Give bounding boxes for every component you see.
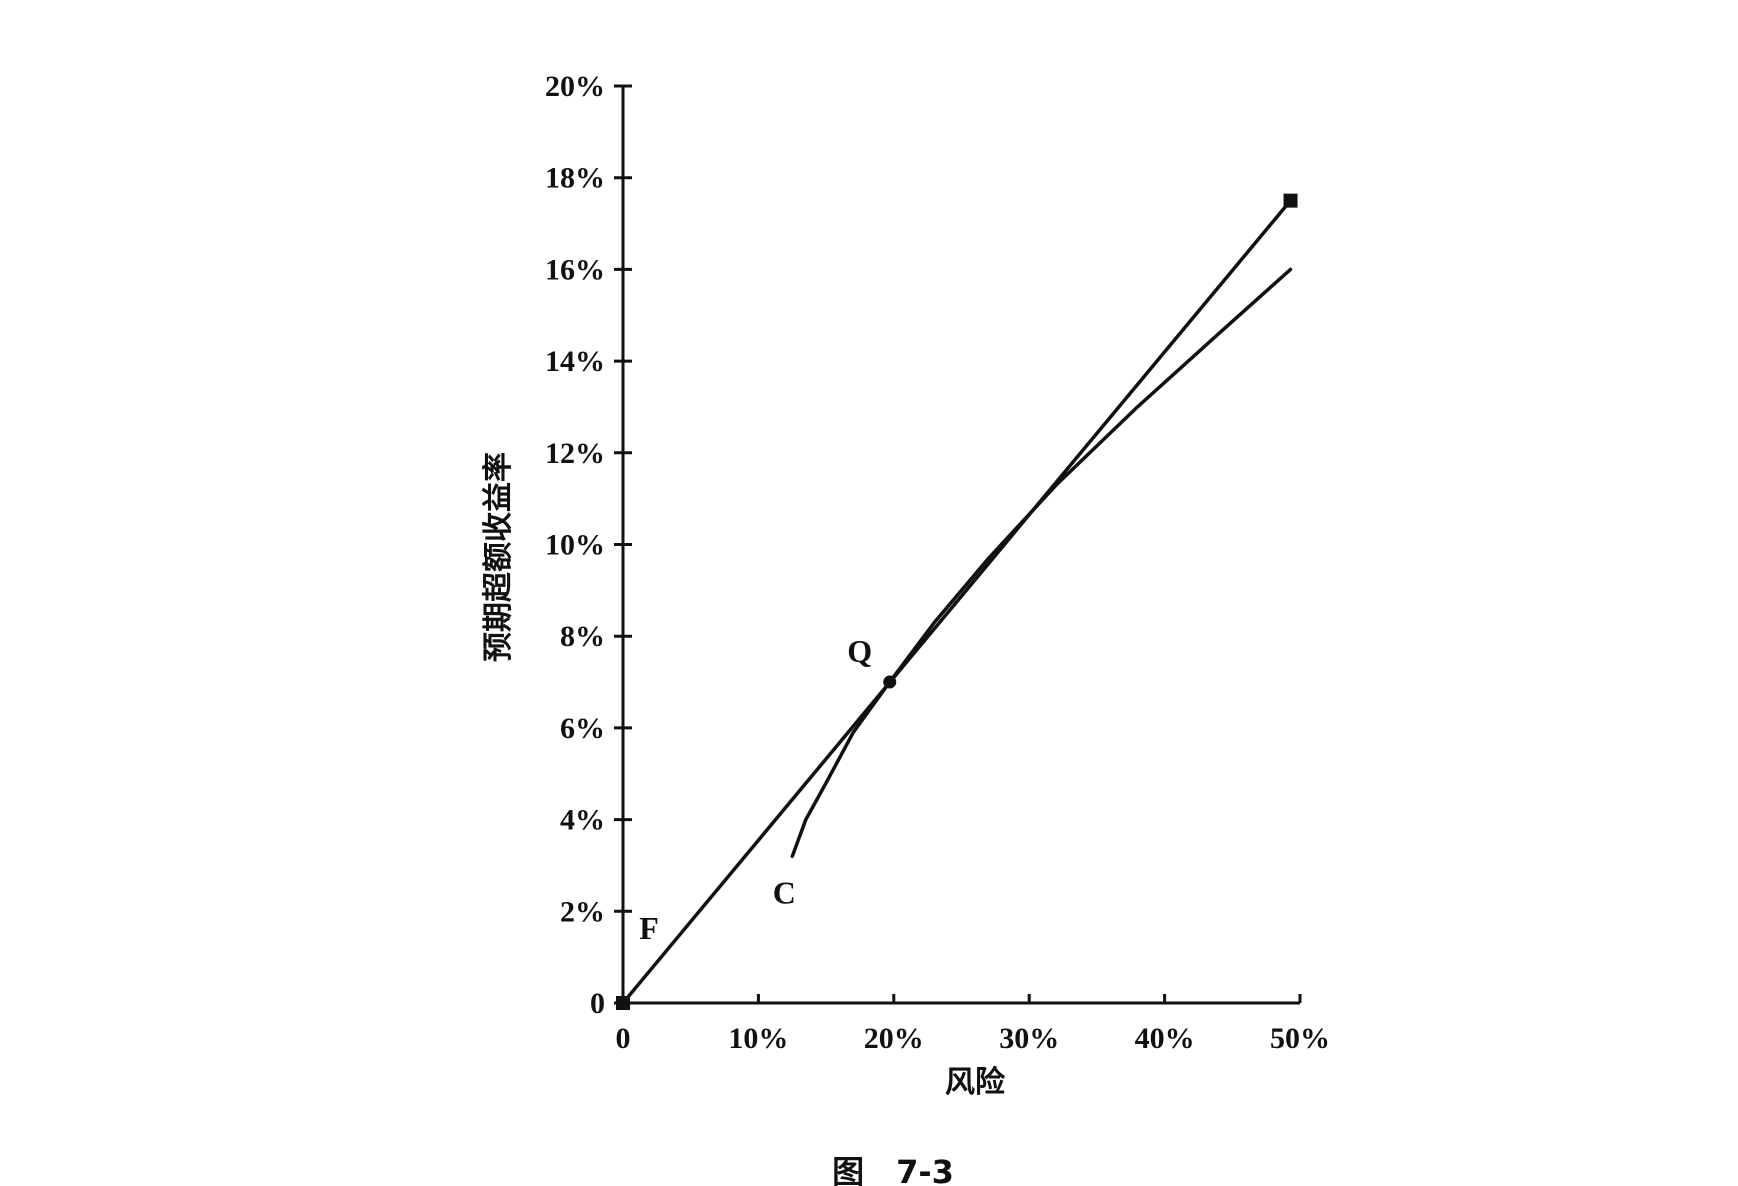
point-label-q: Q <box>847 633 872 669</box>
y-tick-label: 0 <box>590 987 605 1020</box>
series-group <box>621 198 1293 1005</box>
x-tick-label: 0 <box>616 1022 631 1055</box>
y-tick-label: 4% <box>560 804 605 837</box>
figure-caption: 图 7-3 <box>832 1153 954 1186</box>
y-tick-label: 12% <box>545 437 605 470</box>
end-marker <box>1283 193 1298 208</box>
axes <box>621 86 1300 1005</box>
y-tick-label: 2% <box>560 895 605 928</box>
x-tick-label: 10% <box>728 1022 788 1055</box>
y-tick-label: 8% <box>560 620 605 653</box>
ticks: 0 10% 20% 30% 40% 50% 0 2% 4% 6% 8% 10% 12% 14% 16% 18%… <box>545 70 1330 1055</box>
x-tick-label: 30% <box>999 1022 1059 1055</box>
point-marker-f <box>616 996 630 1010</box>
x-tick-label: 20% <box>864 1022 924 1055</box>
x-axis-title: 风险 <box>945 1065 1006 1100</box>
points-group: F Q C <box>616 193 1298 1010</box>
capital-allocation-line <box>621 198 1293 1005</box>
y-tick-label: 6% <box>560 712 605 745</box>
y-axis-title: 预期超额收益率 <box>481 452 516 662</box>
point-label-f: F <box>639 910 659 946</box>
efficient-frontier-curve <box>790 267 1293 859</box>
x-tick-label: 50% <box>1270 1022 1330 1055</box>
y-tick-label: 10% <box>545 529 605 562</box>
y-tick-label: 16% <box>545 253 605 286</box>
y-tick-label: 18% <box>545 162 605 195</box>
y-tick-label: 14% <box>545 345 605 378</box>
point-marker-q <box>883 675 897 689</box>
y-tick-label: 20% <box>545 70 605 103</box>
x-tick-label: 40% <box>1135 1022 1195 1055</box>
point-label-c: C <box>773 874 796 910</box>
